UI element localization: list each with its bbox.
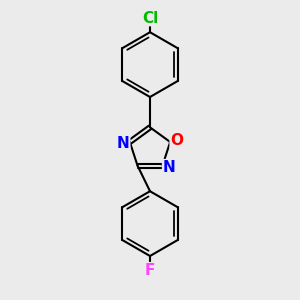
Text: N: N <box>163 160 175 175</box>
Text: O: O <box>170 133 183 148</box>
Text: F: F <box>145 262 155 278</box>
Text: Cl: Cl <box>142 11 158 26</box>
Text: N: N <box>117 136 130 151</box>
